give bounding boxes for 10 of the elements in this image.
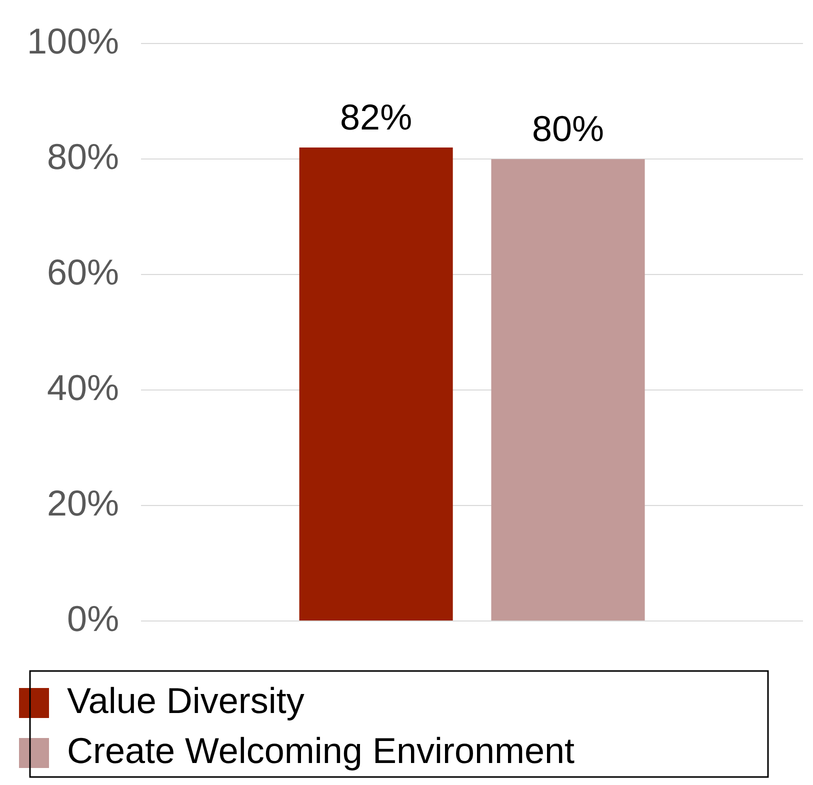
- y-tick-label: 80%: [47, 136, 120, 177]
- data-label: 82%: [340, 96, 412, 138]
- y-tick-label: 20%: [47, 482, 120, 524]
- y-tick-label: 40%: [47, 366, 120, 408]
- y-tick-label: 100%: [26, 20, 120, 62]
- data-label: 80%: [532, 108, 604, 149]
- y-tick-label: 0%: [67, 598, 120, 639]
- legend-label: Value Diversity: [67, 680, 304, 721]
- y-tick-label: 60%: [47, 251, 120, 292]
- legend-label: Create Welcoming Environment: [67, 730, 575, 771]
